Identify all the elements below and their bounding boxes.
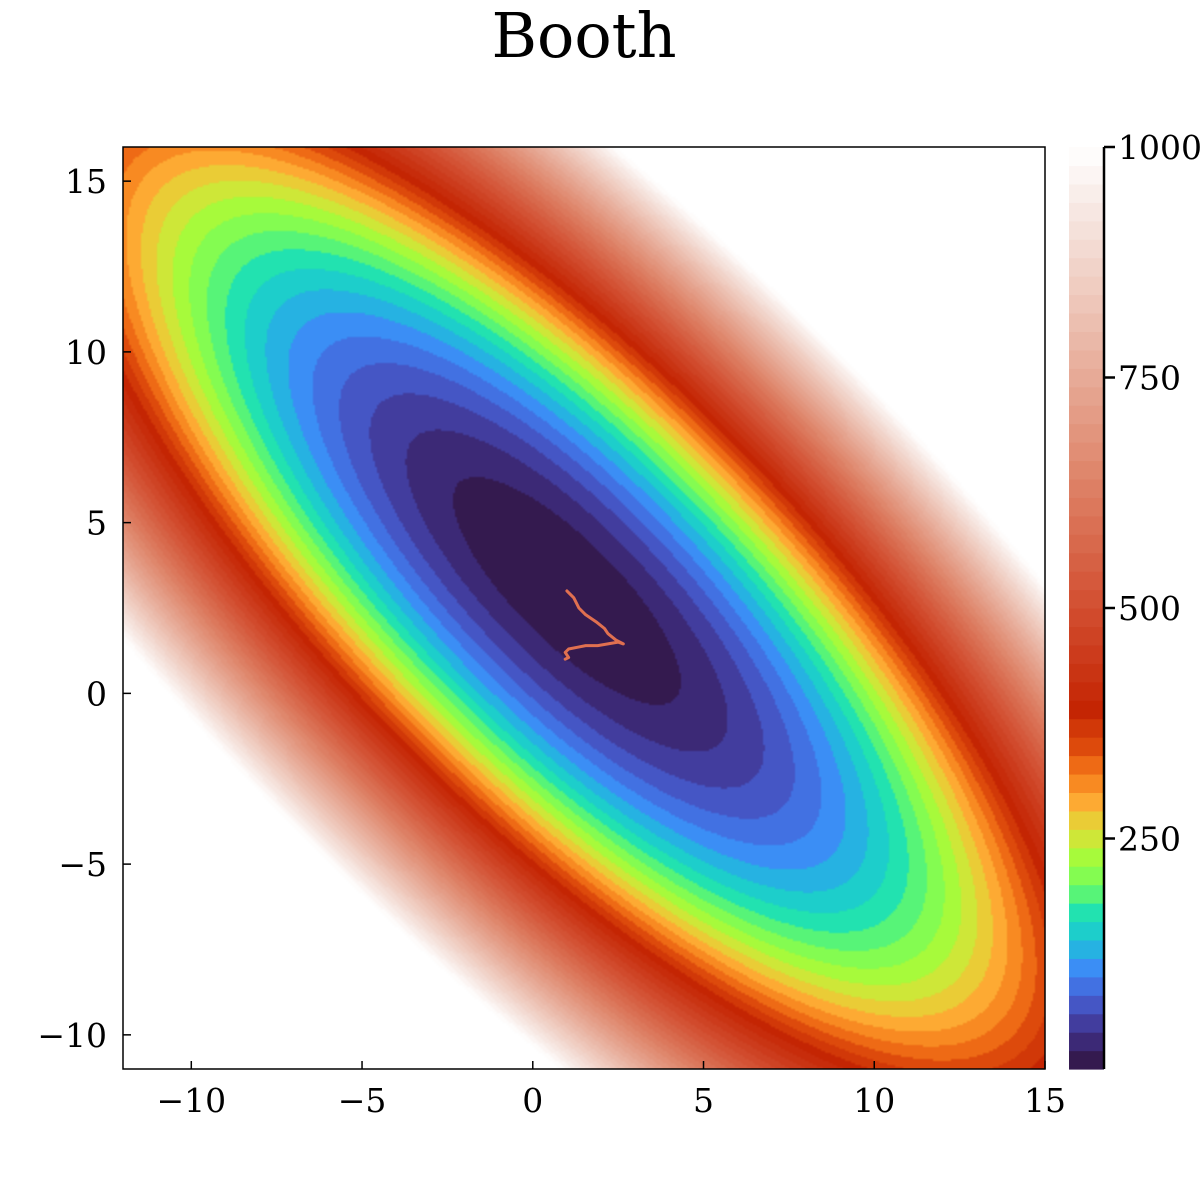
colorbar-band [1069,183,1104,203]
colorbar-band [1069,755,1104,775]
contour-fill [123,147,1045,1069]
colorbar-band [1069,737,1104,757]
colorbar-band [1069,257,1104,277]
colorbar-band [1069,700,1104,720]
colorbar-band [1069,773,1104,793]
colorbar-band [1069,626,1104,646]
colorbar-band [1069,312,1104,332]
x-axis: −10 −5 0 5 10 15 [156,1061,1066,1120]
colorbar-band [1069,866,1104,886]
y-tick-label: 5 [86,504,107,543]
optimizer-path [563,589,625,661]
x-tick-label: −5 [338,1081,387,1120]
colorbar-bands [1069,147,1104,1070]
x-tick-label: 15 [1024,1081,1066,1120]
plot-area [122,146,1046,1070]
colorbar-band [1069,810,1104,830]
colorbar-band [1069,478,1104,498]
colorbar-band [1069,460,1104,480]
colorbar-band [1069,995,1104,1015]
colorbar-band [1069,147,1104,167]
colorbar-band [1069,552,1104,572]
colorbar-band [1069,718,1104,738]
colorbar-band [1069,331,1104,351]
optimizer-path-layer [563,589,625,661]
colorbar-band [1069,165,1104,185]
colorbar-band [1069,903,1104,923]
colorbar-band [1069,847,1104,867]
colorbar-band [1069,921,1104,941]
y-tick-label: −10 [37,1016,107,1055]
colorbar-band [1069,958,1104,978]
colorbar-band [1069,423,1104,443]
colorbar-band [1069,497,1104,517]
colorbar-band [1069,884,1104,904]
colorbar-band [1069,239,1104,259]
colorbar-band [1069,608,1104,628]
colorbar-band [1069,405,1104,425]
colorbar-band [1069,644,1104,664]
colorbar-band [1069,939,1104,959]
colorbar-band [1069,220,1104,240]
y-tick-label: 0 [86,674,107,713]
colorbar-band [1069,276,1104,296]
colorbar-band [1069,976,1104,996]
colorbar-band [1069,202,1104,222]
colorbar-band [1069,829,1104,849]
colorbar-tick-label: 1000 [1118,128,1200,167]
x-tick-label: 0 [522,1081,543,1120]
colorbar-band [1069,571,1104,591]
colorbar-band [1069,1050,1104,1070]
colorbar-band [1069,589,1104,609]
colorbar-band [1069,681,1104,701]
colorbar-band [1069,534,1104,554]
colorbar-band [1069,1032,1104,1052]
colorbar-band [1069,663,1104,683]
colorbar-band [1069,294,1104,314]
colorbar-band [1069,792,1104,812]
y-tick-label: 15 [65,162,107,201]
x-tick-label: 5 [693,1081,714,1120]
x-tick-label: 10 [853,1081,895,1120]
plot-frame [122,146,1046,1070]
colorbar-band [1069,1013,1104,1033]
colorbar-ticks: 250 500 750 1000 [1104,128,1200,859]
colorbar-band [1069,349,1104,369]
chart-title: Booth [491,0,676,72]
colorbar-band [1069,442,1104,462]
colorbar-tick-label: 250 [1118,820,1181,859]
colorbar-tick-label: 750 [1118,359,1181,398]
y-tick-label: −5 [58,845,107,884]
colorbar-band [1069,386,1104,406]
x-tick-label: −10 [156,1081,226,1120]
colorbar-band [1069,368,1104,388]
y-axis: −10 −5 0 5 10 15 [37,162,131,1055]
colorbar-tick-label: 500 [1118,589,1181,628]
colorbar-band [1069,515,1104,535]
y-tick-label: 10 [65,333,107,372]
colorbar: 250 500 750 1000 [1069,128,1200,1070]
